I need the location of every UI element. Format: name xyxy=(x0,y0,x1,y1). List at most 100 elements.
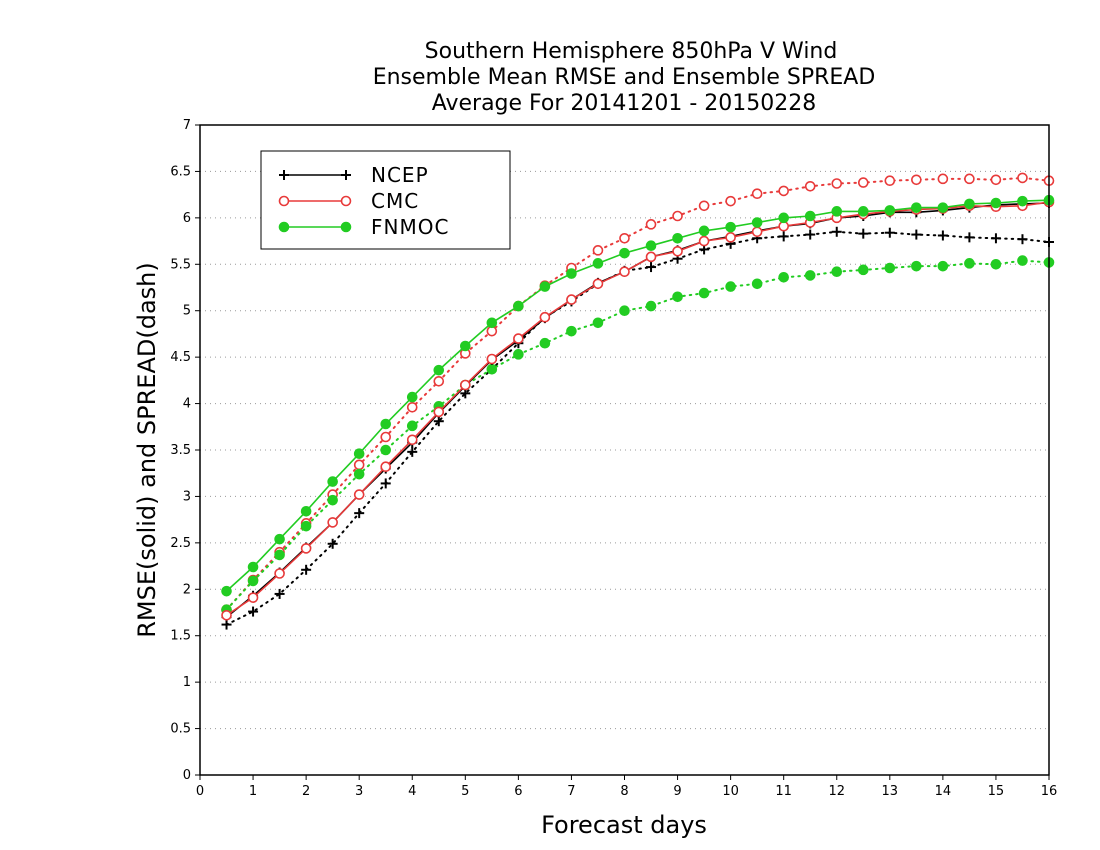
data-point-fnmoc-rmse xyxy=(698,225,710,237)
x-axis-label: Forecast days xyxy=(541,811,707,839)
x-tick-label: 9 xyxy=(673,784,681,799)
legend-label: FNMOC xyxy=(371,215,449,239)
data-point-cmc-rmse xyxy=(380,461,392,473)
data-point-fnmoc-spread xyxy=(566,325,577,337)
x-tick-label: 3 xyxy=(355,784,363,799)
data-point-ncep-spread xyxy=(407,446,418,457)
series-line-fnmoc-spread xyxy=(225,259,1050,611)
data-point-cmc-spread xyxy=(645,219,657,230)
title-line-1: Southern Hemisphere 850hPa V Wind xyxy=(425,39,838,64)
data-point-fnmoc-spread xyxy=(857,264,869,276)
data-point-ncep-spread xyxy=(646,262,657,273)
data-point-fnmoc-rmse xyxy=(857,206,869,217)
data-point-fnmoc-spread xyxy=(725,281,736,292)
data-point-fnmoc-spread xyxy=(274,549,285,561)
data-point-ncep-spread xyxy=(778,231,789,242)
data-point-fnmoc-rmse xyxy=(778,212,789,224)
data-point-ncep-spread xyxy=(831,226,842,237)
data-point-cmc-spread xyxy=(1017,172,1028,184)
legend-entry-ncep: NCEP xyxy=(279,163,429,187)
data-point-cmc-rmse xyxy=(539,311,551,323)
data-point-cmc-spread xyxy=(672,210,683,222)
data-point-fnmoc-rmse xyxy=(592,258,604,269)
data-point-cmc-spread xyxy=(698,200,710,212)
data-point-cmc-spread xyxy=(911,174,922,186)
y-tick-label: 7 xyxy=(183,118,191,133)
data-point-fnmoc-rmse xyxy=(513,300,524,312)
title-line-3: Average For 20141201 - 20150228 xyxy=(432,91,817,116)
x-tick-label: 11 xyxy=(775,784,792,799)
data-point-fnmoc-spread xyxy=(1017,255,1028,266)
data-point-fnmoc-rmse xyxy=(1017,195,1028,207)
data-point-cmc-rmse xyxy=(566,294,577,305)
data-point-fnmoc-spread xyxy=(592,317,604,329)
data-point-ncep-spread xyxy=(805,229,816,240)
data-point-fnmoc-rmse xyxy=(619,247,630,259)
data-point-fnmoc-spread xyxy=(751,278,763,290)
data-point-cmc-rmse xyxy=(698,235,710,247)
data-point-fnmoc-rmse xyxy=(725,221,736,233)
data-point-fnmoc-rmse xyxy=(433,364,445,376)
data-point-cmc-spread xyxy=(937,173,949,185)
series-fnmoc-spread xyxy=(221,255,1055,616)
data-point-fnmoc-rmse xyxy=(406,391,418,403)
data-point-fnmoc-rmse xyxy=(274,533,285,545)
data-point-fnmoc-spread xyxy=(831,266,843,278)
data-point-ncep-spread xyxy=(911,229,922,240)
legend-label: NCEP xyxy=(371,163,429,187)
data-point-cmc-spread xyxy=(990,174,1002,186)
x-tick-label: 6 xyxy=(514,784,522,799)
legend-label: CMC xyxy=(371,189,419,213)
data-point-fnmoc-spread xyxy=(964,258,975,269)
data-point-fnmoc-rmse xyxy=(566,268,577,279)
data-point-fnmoc-rmse xyxy=(539,281,551,292)
data-point-ncep-spread xyxy=(380,478,391,489)
data-point-fnmoc-spread xyxy=(911,260,922,272)
data-point-cmc-spread xyxy=(831,178,843,189)
legend-marker xyxy=(279,170,289,180)
y-tick-label: 1 xyxy=(183,675,191,690)
data-point-fnmoc-rmse xyxy=(831,206,843,217)
legend-marker xyxy=(278,195,290,207)
data-point-cmc-spread xyxy=(804,180,816,192)
y-axis-label: RMSE(solid) and SPREAD(dash) xyxy=(133,262,161,638)
data-point-cmc-rmse xyxy=(327,517,338,528)
series-ncep-rmse xyxy=(221,198,1054,623)
data-point-cmc-rmse xyxy=(592,278,604,290)
plot-frame xyxy=(199,124,1050,776)
data-point-fnmoc-spread xyxy=(513,349,524,360)
x-tick-label: 8 xyxy=(620,784,628,799)
data-point-fnmoc-spread xyxy=(698,287,710,299)
data-point-ncep-spread xyxy=(433,416,444,427)
data-point-fnmoc-rmse xyxy=(221,585,232,597)
x-tick-label: 7 xyxy=(567,784,575,799)
y-axis-ticks: 0 0.5 1 1.5 2 2.5 3 3.5 4 4.5 5 5.5 6 6.5 7 xyxy=(170,118,200,783)
data-point-cmc-rmse xyxy=(406,434,418,446)
data-point-fnmoc-rmse xyxy=(645,240,657,252)
data-point-cmc-spread xyxy=(725,195,736,207)
legend-marker xyxy=(340,221,352,233)
y-tick-label: 4 xyxy=(183,397,191,412)
data-point-cmc-spread xyxy=(380,431,392,443)
data-point-ncep-spread xyxy=(354,508,365,519)
y-tick-label: 2.5 xyxy=(170,536,191,551)
x-tick-label: 15 xyxy=(988,784,1005,799)
data-point-cmc-rmse xyxy=(672,245,683,257)
data-point-ncep-spread xyxy=(964,232,975,243)
x-tick-label: 4 xyxy=(408,784,416,799)
data-point-fnmoc-spread xyxy=(778,271,789,283)
y-tick-label: 6 xyxy=(183,211,191,226)
data-point-ncep-spread xyxy=(884,227,895,238)
data-point-cmc-rmse xyxy=(645,251,657,263)
data-point-fnmoc-rmse xyxy=(327,476,338,487)
data-point-fnmoc-rmse xyxy=(884,205,896,216)
data-point-cmc-spread xyxy=(884,175,896,187)
y-tick-label: 6.5 xyxy=(170,164,191,179)
data-point-cmc-spread xyxy=(619,232,630,244)
data-point-cmc-rmse xyxy=(433,406,445,418)
legend-marker xyxy=(340,195,352,207)
legend-entry-fnmoc: FNMOC xyxy=(278,215,449,239)
data-point-fnmoc-rmse xyxy=(486,317,498,329)
series-line-ncep-spread xyxy=(225,230,1050,626)
